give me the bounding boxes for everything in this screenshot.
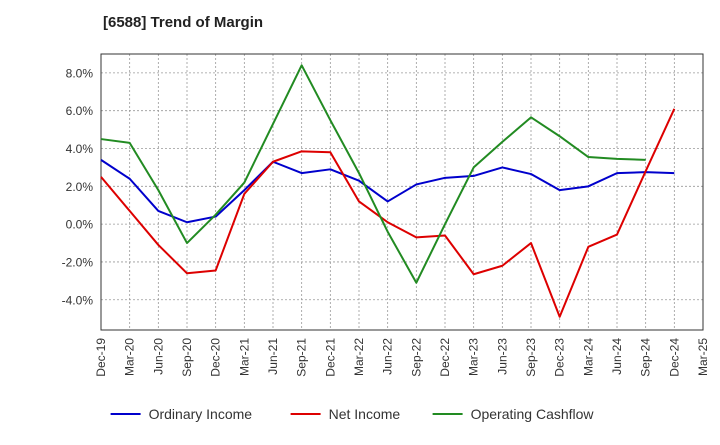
x-tick-label: Dec-24 — [667, 338, 681, 377]
x-tick-label: Sep-21 — [295, 338, 309, 377]
y-tick-label: 4.0% — [66, 142, 94, 156]
series-line-ordinary-income — [100, 159, 675, 224]
x-tick-label: Jun-23 — [495, 338, 509, 375]
legend: Ordinary Income Net Income Operating Cashf… — [110, 406, 595, 422]
x-tick-label: Sep-20 — [180, 338, 194, 377]
x-tick-label: Mar-25 — [696, 338, 710, 376]
x-tick-label: Dec-22 — [438, 338, 452, 377]
series-line-operating-cashflow — [100, 64, 646, 284]
x-tick-label: Jun-21 — [266, 338, 280, 375]
x-tick-label: Jun-22 — [381, 338, 395, 375]
y-tick-label: 6.0% — [66, 104, 94, 118]
x-tick-label: Mar-22 — [352, 338, 366, 376]
y-tick-label: 0.0% — [66, 218, 94, 232]
series-line-net-income — [100, 108, 676, 318]
x-tick-label: Jun-20 — [151, 338, 165, 375]
x-tick-label: Mar-20 — [123, 338, 137, 376]
x-tick-label: Jun-24 — [610, 338, 624, 375]
x-tick-label: Sep-23 — [524, 338, 538, 377]
x-tick-label: Dec-21 — [323, 338, 337, 377]
x-tick-label: Mar-23 — [467, 338, 481, 376]
x-tick-label: Dec-20 — [209, 338, 223, 377]
series-layer — [100, 64, 676, 318]
chart-title: [6588] Trend of Margin — [103, 14, 264, 31]
x-tick-label: Dec-23 — [553, 338, 567, 377]
grid-lines — [100, 54, 704, 330]
x-tick-label: Sep-22 — [409, 338, 423, 377]
x-axis: Dec-19 Mar-20 Jun-20 Sep-20 Dec-20 Mar-21 Jun-… — [94, 338, 710, 377]
y-axis: -4.0% -2.0% 0.0% 2.0% 4.0% 6.0% 8.0% — [62, 66, 94, 307]
plot-frame — [100, 53, 704, 331]
x-tick-label: Sep-24 — [639, 338, 653, 377]
y-tick-label: -4.0% — [62, 293, 94, 307]
x-tick-label: Mar-21 — [237, 338, 251, 376]
legend-label-operating-cashflow: Operating Cashflow — [471, 406, 595, 422]
y-tick-label: -2.0% — [62, 255, 94, 269]
plot-border — [100, 53, 704, 331]
x-tick-label: Mar-24 — [581, 338, 595, 376]
y-tick-label: 2.0% — [66, 180, 94, 194]
y-tick-label: 8.0% — [66, 66, 94, 80]
legend-label-ordinary-income: Ordinary Income — [149, 406, 253, 422]
x-tick-label: Dec-19 — [94, 338, 108, 377]
legend-label-net-income: Net Income — [329, 406, 401, 422]
